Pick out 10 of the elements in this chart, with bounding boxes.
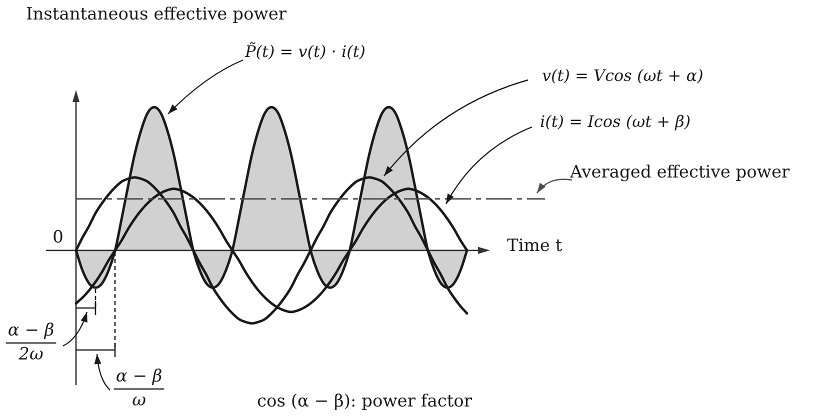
- text: cos (α − β): power factor: [257, 391, 473, 412]
- text: α − β 2ω: [8, 320, 54, 364]
- text: α − β ω: [116, 366, 162, 410]
- text: 0: [52, 227, 64, 248]
- x-axis-title: Time t: [507, 236, 562, 256]
- ref-line-label: Averaged effective power: [569, 162, 791, 182]
- chart-title: Instantaneous effective power: [26, 4, 288, 24]
- text: v(t) = Vcos (ωt + α): [542, 66, 704, 86]
- text: P̃(t) = v(t) · i(t): [244, 42, 366, 62]
- text: i(t) = Icos (ωt + β): [540, 112, 691, 132]
